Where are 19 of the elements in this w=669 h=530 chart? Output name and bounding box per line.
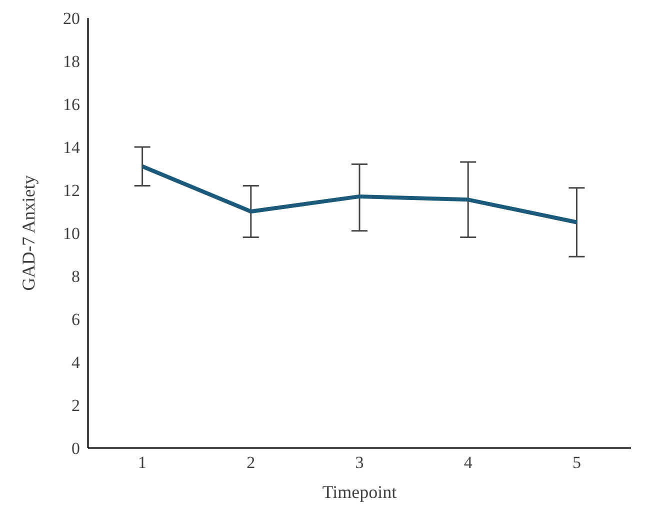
y-tick-label: 0 [72,439,80,458]
x-tick-label: 3 [355,453,364,472]
y-tick-label: 6 [72,310,80,330]
y-axis-title: GAD-7 Anxiety [18,175,38,291]
x-tick-label: 2 [246,453,256,472]
y-tick-label: 14 [63,138,80,158]
y-tick-label: 18 [63,52,80,72]
x-tick-label: 1 [138,453,147,472]
y-tick-label: 20 [63,9,80,28]
y-tick-label: 2 [72,396,80,416]
y-tick-label: 8 [72,267,80,286]
x-axis-title: Timepoint [322,482,397,502]
y-tick-label: 4 [72,353,80,372]
y-tick-label: 10 [63,224,80,244]
y-tick-label: 12 [63,181,80,200]
y-tick-label: 16 [63,95,80,114]
x-tick-label: 4 [464,453,473,472]
line-series [140,164,579,224]
x-tick-label: 5 [572,453,581,472]
